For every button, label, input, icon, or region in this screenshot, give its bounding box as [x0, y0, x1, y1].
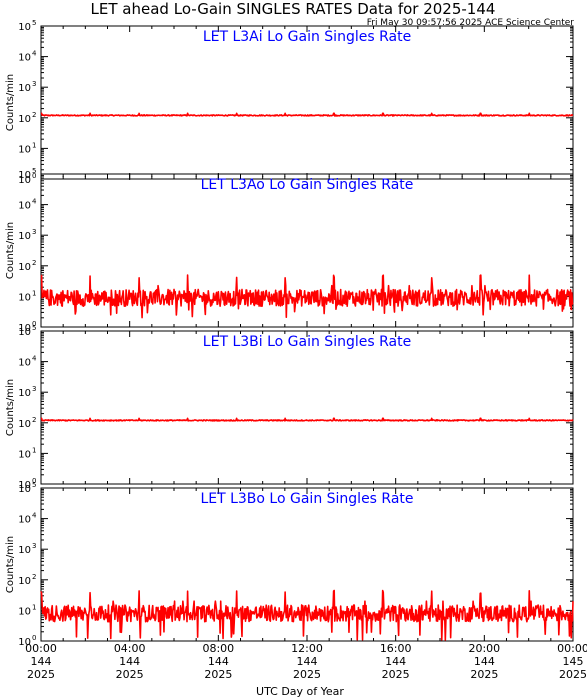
y-tick-label: 0 [32, 320, 36, 328]
y-axis-label: Counts/min [5, 74, 16, 131]
y-tick-label: 0 [32, 172, 36, 180]
plot-frame [40, 330, 574, 485]
x-tick-day-label: 144 [119, 655, 140, 668]
y-tick-label: 1 [32, 446, 36, 454]
y-tick-label: 3 [32, 542, 36, 550]
y-tick-label: 10 [18, 388, 31, 399]
y-tick-label: 5 [32, 324, 36, 332]
x-tick-day-label: 144 [385, 655, 406, 668]
x-tick-day-label: 144 [208, 655, 229, 668]
x-tick-day-label: 145 [563, 655, 584, 668]
y-tick-label: 3 [32, 80, 36, 88]
x-tick-year-label: 2025 [27, 668, 55, 681]
x-tick-time-label: 08:00 [202, 642, 234, 655]
y-tick-label: 10 [18, 358, 31, 369]
y-tick-label: 4 [32, 355, 37, 363]
y-tick-label: 10 [18, 606, 31, 617]
x-tick-time-label: 00:00 [25, 642, 57, 655]
y-tick-label: 10 [18, 545, 31, 556]
rate-trace-line [40, 274, 574, 319]
y-tick-label: 1 [32, 289, 36, 297]
x-tick-time-label: 20:00 [468, 642, 500, 655]
y-tick-label: 10 [18, 144, 31, 155]
x-tick-time-label: 12:00 [291, 642, 323, 655]
y-tick-label: 0 [32, 477, 36, 485]
rate-trace-line [40, 589, 574, 641]
y-tick-label: 10 [18, 262, 31, 273]
y-tick-label: 10 [18, 22, 31, 33]
y-tick-label: 10 [18, 114, 31, 125]
rate-trace-line [40, 112, 574, 117]
x-tick-year-label: 2025 [382, 668, 410, 681]
x-tick-year-label: 2025 [470, 668, 498, 681]
panel-title: LET L3Bo Lo Gain Singles Rate [200, 491, 413, 507]
y-tick-label: 10 [18, 201, 31, 212]
y-tick-label: 2 [32, 259, 36, 267]
y-tick-label: 4 [32, 512, 37, 520]
y-tick-label: 0 [32, 634, 36, 642]
y-tick-label: 10 [18, 480, 31, 491]
y-tick-label: 10 [18, 484, 31, 495]
x-tick-year-label: 2025 [204, 668, 232, 681]
x-tick-time-label: 16:00 [380, 642, 412, 655]
y-tick-label: 10 [18, 576, 31, 587]
y-tick-label: 2 [32, 573, 36, 581]
y-tick-label: 10 [18, 170, 31, 181]
y-tick-label: 10 [18, 175, 31, 186]
y-axis-label: Counts/min [5, 536, 16, 593]
y-tick-label: 4 [32, 50, 37, 58]
plot-frame [40, 25, 574, 180]
x-axis-label: UTC Day of Year [256, 685, 344, 698]
timestamp-label: Fri May 30 09:57:56 2025 ACE Science Cen… [367, 18, 575, 28]
rate-trace-line [40, 417, 574, 422]
y-tick-label: 10 [18, 231, 31, 242]
x-tick-time-label: 00:00 [557, 642, 587, 655]
x-tick-day-label: 144 [297, 655, 318, 668]
y-tick-label: 5 [32, 481, 36, 489]
y-tick-label: 10 [18, 637, 31, 648]
panel-title: LET L3Ao Lo Gain Singles Rate [201, 177, 414, 193]
panel-title: LET L3Bi Lo Gain Singles Rate [203, 334, 411, 350]
y-tick-label: 5 [32, 19, 36, 27]
y-tick-label: 1 [32, 603, 36, 611]
x-tick-year-label: 2025 [116, 668, 144, 681]
x-axis: 00:00144202504:00144202508:00144202512:0… [25, 642, 587, 681]
y-tick-label: 10 [18, 53, 31, 64]
y-tick-label: 3 [32, 228, 36, 236]
x-tick-day-label: 144 [31, 655, 52, 668]
y-tick-label: 2 [32, 416, 36, 424]
figure-title: LET ahead Lo-Gain SINGLES RATES Data for… [91, 0, 496, 18]
y-tick-label: 3 [32, 385, 36, 393]
x-tick-day-label: 144 [474, 655, 495, 668]
panel-title: LET L3Ai Lo Gain Singles Rate [203, 29, 411, 45]
y-axis-label: Counts/min [5, 222, 16, 279]
y-tick-label: 10 [18, 323, 31, 334]
x-tick-time-label: 04:00 [114, 642, 146, 655]
y-axis-label: Counts/min [5, 379, 16, 436]
y-tick-label: 10 [18, 449, 31, 460]
y-tick-label: 10 [18, 327, 31, 338]
y-tick-label: 5 [32, 167, 36, 175]
y-tick-label: 2 [32, 111, 36, 119]
y-tick-label: 1 [32, 141, 36, 149]
y-tick-label: 10 [18, 515, 31, 526]
y-tick-label: 4 [32, 198, 37, 206]
x-tick-year-label: 2025 [293, 668, 321, 681]
y-tick-label: 10 [18, 419, 31, 430]
x-tick-year-label: 2025 [559, 668, 587, 681]
y-tick-label: 10 [18, 83, 31, 94]
y-tick-label: 10 [18, 292, 31, 303]
